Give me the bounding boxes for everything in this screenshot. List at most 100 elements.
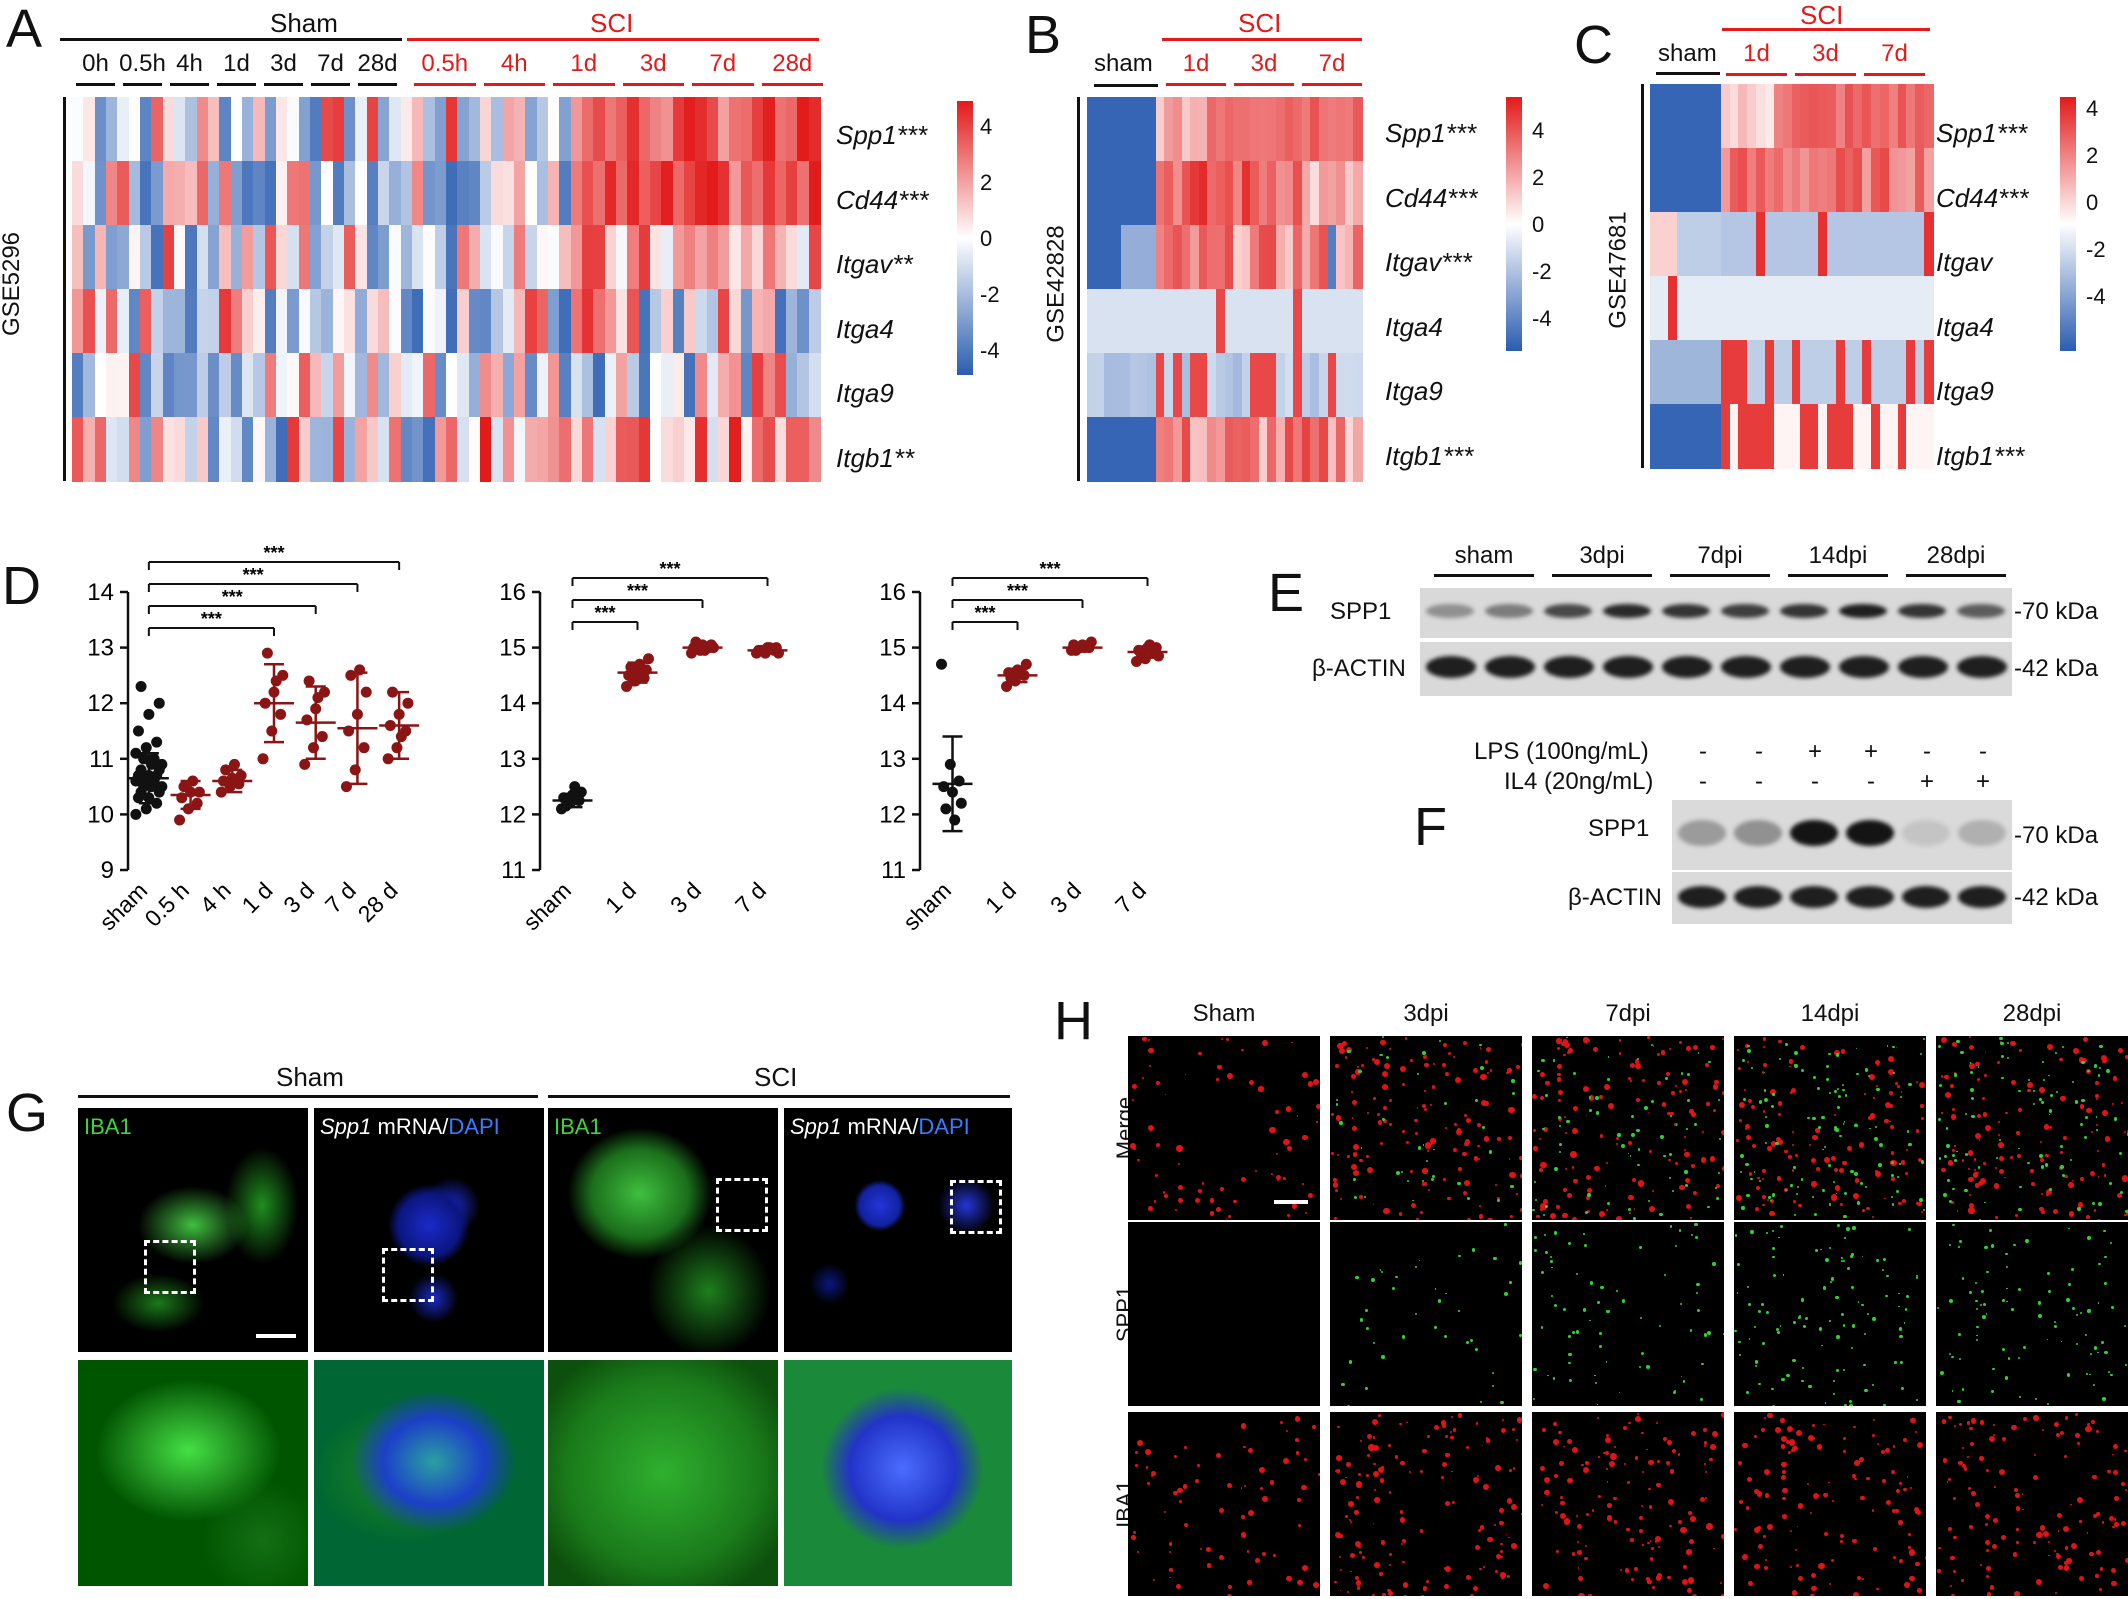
fluorescence-speck — [1414, 1131, 1418, 1136]
fluorescence-speck — [2030, 1182, 2035, 1187]
fluorescence-speck — [1781, 1444, 1786, 1449]
fluorescence-speck — [1558, 1116, 1562, 1120]
fluorescence-speck — [1583, 1037, 1589, 1043]
heatmap-cell — [638, 97, 651, 162]
fluorescence-speck — [2027, 1082, 2033, 1089]
fluorescence-speck — [1544, 1233, 1547, 1236]
fluorescence-speck — [1664, 1274, 1666, 1277]
fluorescence-speck — [1482, 1566, 1485, 1569]
data-point — [308, 742, 320, 754]
fluorescence-speck — [1606, 1309, 1610, 1314]
fluorescence-speck — [2046, 1193, 2050, 1197]
heatmap-cell — [1685, 212, 1695, 277]
fluorescence-speck — [2077, 1202, 2084, 1208]
fluorescence-speck — [1952, 1496, 1957, 1501]
heatmap-cell — [344, 161, 356, 226]
heatmap-cell — [1711, 404, 1722, 469]
heatmap-cell — [1650, 276, 1660, 341]
heatmap-cell — [480, 225, 492, 290]
fluorescence-speck — [1769, 1210, 1775, 1217]
gene-label: Cd44*** — [836, 184, 929, 215]
heatmap-cell — [1800, 340, 1810, 405]
heatmap-cell — [1172, 353, 1183, 418]
fluorescence-speck — [1595, 1111, 1600, 1116]
heatmap-cell — [1267, 97, 1277, 162]
heatmap-cell — [1897, 148, 1908, 213]
fluorescence-speck — [1379, 1141, 1383, 1145]
fluorescence-speck — [1958, 1460, 1964, 1466]
fluorescence-speck — [1834, 1090, 1837, 1093]
heatmap-cell — [1327, 417, 1337, 482]
data-point — [944, 758, 956, 770]
fluorescence-speck — [1772, 1273, 1776, 1277]
fluorescence-speck — [1550, 1260, 1553, 1263]
fluorescence-speck — [1357, 1545, 1361, 1549]
heatmap-cell — [208, 225, 220, 290]
heatmap-cell — [106, 97, 118, 162]
fluorescence-speck — [1445, 1292, 1447, 1295]
heatmap-cell — [253, 161, 266, 226]
heatmap-cell — [536, 161, 549, 226]
fluorescence-speck — [1613, 1496, 1617, 1501]
fluorescence-speck — [1901, 1199, 1906, 1204]
fluorescence-speck — [2108, 1516, 2114, 1521]
fluorescence-speck — [1141, 1076, 1144, 1080]
fluorescence-speck — [1810, 1572, 1817, 1579]
fluorescence-speck — [2019, 1048, 2023, 1052]
heatmap-cell — [140, 161, 152, 226]
fluorescence-speck — [1577, 1549, 1583, 1555]
fluorescence-speck — [1789, 1065, 1791, 1068]
g-sci-spp1-inset-box — [950, 1180, 1002, 1234]
fluorescence-speck — [1948, 1299, 1953, 1304]
panel-g-sci-label: SCI — [754, 1062, 798, 1092]
fluorescence-speck — [1881, 1268, 1885, 1271]
data-point — [235, 769, 247, 781]
fluorescence-speck — [1648, 1205, 1656, 1212]
fluorescence-speck — [1745, 1134, 1751, 1140]
heatmap-cell — [797, 289, 810, 354]
fluorescence-speck — [1807, 1434, 1814, 1441]
timepoint-bar — [1302, 83, 1362, 86]
fluorescence-speck — [1486, 1437, 1488, 1439]
fluorescence-speck — [1349, 1553, 1355, 1559]
fluorescence-speck — [1241, 1048, 1244, 1052]
fluorescence-speck — [1754, 1364, 1757, 1367]
heatmap-cell — [536, 97, 549, 162]
fluorescence-speck — [1688, 1577, 1695, 1584]
fluorescence-speck — [1588, 1593, 1592, 1596]
heatmap-cell — [1764, 212, 1775, 277]
fluorescence-speck — [1960, 1050, 1964, 1055]
fluorescence-speck — [1818, 1327, 1823, 1331]
fluorescence-speck — [1557, 1072, 1561, 1077]
heatmap-cell — [1336, 353, 1346, 418]
fluorescence-speck — [1538, 1137, 1541, 1140]
fluorescence-speck — [1784, 1042, 1788, 1046]
heatmap-cell — [1906, 212, 1916, 277]
fluorescence-speck — [1687, 1098, 1691, 1102]
fluorescence-speck — [1206, 1563, 1212, 1568]
heatmap-cell — [1181, 97, 1191, 162]
heatmap-cell — [1924, 276, 1934, 341]
fluorescence-speck — [1968, 1207, 1975, 1214]
heatmap-cell — [72, 289, 84, 354]
heatmap-cell — [162, 289, 175, 354]
fluorescence-speck — [2022, 1508, 2024, 1511]
heatmap-cell — [264, 289, 277, 354]
heatmap-cell — [174, 417, 186, 482]
fluorescence-speck — [1381, 1592, 1386, 1596]
fluorescence-speck — [1627, 1141, 1632, 1145]
heatmap-cell — [729, 417, 742, 482]
fluorescence-speck — [1890, 1173, 1894, 1177]
blot-band — [1846, 820, 1894, 846]
fluorescence-speck — [1985, 1313, 1988, 1315]
fluorescence-speck — [1985, 1540, 1991, 1546]
heatmap-cell — [1327, 97, 1337, 162]
heatmap-cell — [1181, 161, 1191, 226]
fluorescence-speck — [1948, 1478, 1952, 1482]
heatmap-cell — [1764, 276, 1775, 341]
fluorescence-speck — [1422, 1144, 1425, 1146]
fluorescence-speck — [2058, 1565, 2064, 1570]
heatmap-cell — [1267, 289, 1277, 354]
fluorescence-speck — [1566, 1051, 1570, 1055]
heatmap-cell — [1738, 276, 1748, 341]
